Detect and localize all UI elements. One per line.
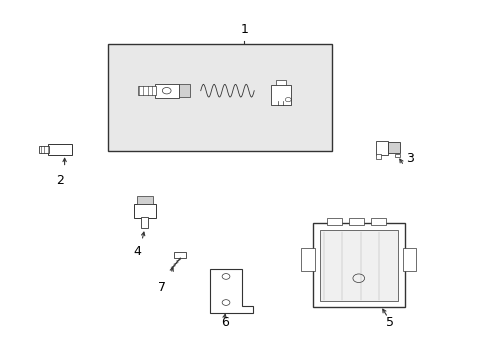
Text: 7: 7 bbox=[158, 281, 165, 294]
Bar bbox=[387, 143, 399, 153]
Text: 6: 6 bbox=[221, 316, 228, 329]
Bar bbox=[174, 252, 186, 258]
Bar bbox=[326, 217, 341, 225]
Polygon shape bbox=[210, 269, 252, 313]
Bar bbox=[375, 154, 380, 158]
Bar bbox=[319, 230, 397, 301]
Bar bbox=[137, 196, 152, 204]
Bar bbox=[39, 147, 49, 153]
Bar bbox=[375, 141, 387, 155]
Bar bbox=[108, 44, 331, 152]
Bar bbox=[134, 204, 155, 218]
Text: 5: 5 bbox=[386, 316, 393, 329]
Text: 4: 4 bbox=[133, 245, 141, 258]
Bar bbox=[301, 248, 314, 271]
Bar bbox=[47, 144, 72, 155]
Bar bbox=[154, 84, 179, 98]
Bar bbox=[394, 154, 399, 157]
Bar bbox=[271, 85, 290, 105]
Bar bbox=[276, 80, 285, 85]
Bar bbox=[312, 223, 404, 307]
Bar bbox=[179, 84, 189, 97]
Bar bbox=[370, 217, 385, 225]
Text: 2: 2 bbox=[56, 174, 63, 186]
Bar bbox=[141, 217, 148, 228]
Bar bbox=[348, 217, 363, 225]
Bar bbox=[137, 86, 155, 95]
Bar bbox=[402, 248, 415, 271]
Text: 1: 1 bbox=[240, 23, 248, 36]
Text: 3: 3 bbox=[405, 152, 413, 165]
